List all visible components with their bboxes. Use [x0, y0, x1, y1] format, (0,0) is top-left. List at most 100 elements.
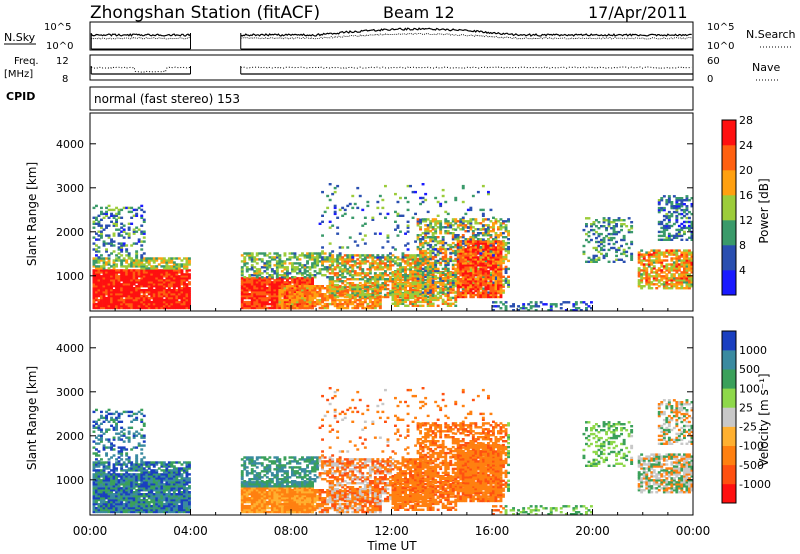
power-cell — [135, 259, 139, 262]
power-cell — [308, 287, 312, 290]
power-cell — [283, 262, 287, 265]
power-cell — [464, 238, 468, 241]
power-cell — [275, 304, 279, 308]
power-cell — [142, 271, 146, 274]
power-cell — [459, 250, 463, 253]
power-cell — [112, 285, 116, 288]
power-cell — [298, 258, 302, 261]
power-cell — [471, 281, 475, 284]
power-cell — [150, 267, 154, 270]
power-cell — [409, 262, 412, 265]
power-cell — [253, 285, 257, 288]
power-cell — [419, 234, 422, 237]
power-cell — [368, 282, 372, 285]
power-cell — [177, 283, 181, 286]
power-cell — [494, 283, 498, 287]
power-cell — [270, 283, 274, 286]
power-cell — [328, 258, 332, 261]
power-cell — [112, 281, 116, 284]
power-cell — [243, 258, 247, 261]
power-cell — [170, 273, 174, 276]
power-cell — [481, 278, 485, 281]
nsky-line — [240, 27, 692, 37]
power-cell — [534, 309, 538, 312]
power-cell — [627, 246, 631, 250]
power-cell — [429, 261, 433, 265]
power-cell — [157, 279, 161, 282]
power-cell — [592, 246, 596, 250]
power-cell — [157, 271, 161, 274]
power-cell — [622, 248, 626, 252]
power-cell — [135, 252, 139, 255]
power-cell — [188, 269, 191, 272]
power-cell — [363, 254, 367, 257]
power-cell — [630, 221, 634, 224]
power-cell — [378, 272, 382, 275]
power-cell — [102, 306, 106, 310]
power-cell — [338, 302, 342, 306]
power-cell — [298, 298, 302, 302]
power-cell — [461, 291, 465, 295]
power-cell — [657, 269, 661, 272]
power-cell — [280, 260, 284, 263]
power-cell — [449, 304, 453, 307]
power-cell — [147, 296, 151, 300]
power-cell — [489, 291, 493, 295]
power-cell — [502, 259, 505, 263]
power-cell — [378, 302, 382, 306]
power-cell — [291, 276, 294, 279]
power-cell — [102, 261, 106, 264]
power-cell — [497, 289, 500, 293]
power-cell — [451, 232, 455, 235]
power-cell — [160, 259, 164, 262]
power-cell — [296, 279, 299, 282]
power-cell — [461, 250, 465, 253]
power-cell — [396, 300, 400, 304]
power-cell — [650, 283, 654, 286]
power-cell — [436, 267, 440, 271]
power-cell — [288, 291, 292, 294]
power-cell — [110, 242, 113, 245]
power-cell — [399, 268, 402, 271]
power-cell — [476, 242, 480, 245]
power-cell — [95, 291, 98, 294]
power-cell — [155, 304, 159, 308]
power-cell — [253, 306, 257, 310]
power-cell — [331, 298, 335, 302]
power-cell — [275, 274, 279, 277]
power-cell — [446, 230, 450, 233]
power-cell — [273, 272, 277, 275]
power-cell — [288, 293, 292, 296]
power-cell — [95, 216, 98, 219]
power-cell — [454, 220, 458, 223]
power-cell — [343, 302, 347, 306]
power-cell — [338, 280, 342, 283]
power-cell — [481, 293, 485, 297]
power-cell — [125, 206, 129, 210]
power-cell — [341, 276, 345, 279]
power-cell — [492, 268, 495, 271]
power-cell — [265, 272, 269, 275]
power-cell — [617, 219, 621, 222]
power-cell — [466, 289, 470, 293]
power-cell — [346, 256, 350, 259]
power-cell — [394, 290, 397, 294]
power-cell — [180, 279, 184, 282]
power-cell — [373, 282, 377, 285]
power-cell — [122, 302, 126, 306]
power-cell — [120, 216, 124, 219]
power-cell — [298, 287, 302, 290]
power-cell — [100, 230, 103, 233]
power-cell — [416, 288, 420, 292]
power-cell — [421, 218, 425, 221]
power-cell — [172, 277, 176, 280]
power-cell — [645, 277, 649, 280]
power-cell — [481, 258, 485, 261]
power-cell — [492, 266, 495, 269]
power-cell — [411, 304, 415, 307]
power-cell — [667, 279, 671, 282]
power-cell — [92, 269, 96, 272]
power-cell — [487, 232, 490, 235]
power-cell — [107, 306, 111, 310]
power-cell — [399, 300, 402, 304]
